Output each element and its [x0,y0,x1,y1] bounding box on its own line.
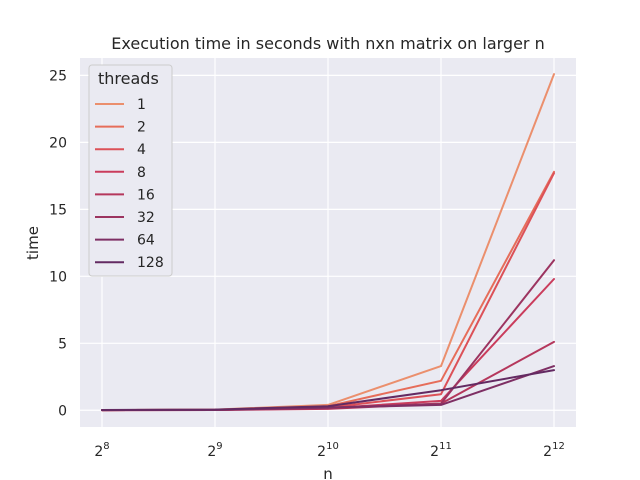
y-tick-label: 10 [49,269,67,285]
legend-label-8: 8 [137,165,146,181]
y-tick-label: 25 [49,68,67,84]
x-tick-label: 210 [317,441,339,460]
y-tick-label: 0 [58,403,67,419]
x-tick-base: 2 [543,444,552,460]
x-tick-exponent: 9 [216,441,222,452]
x-tick-exponent: 8 [103,441,109,452]
x-tick-base: 2 [207,444,216,460]
y-tick-label: 15 [49,202,67,218]
legend-label-64: 64 [137,233,155,249]
legend-title: threads [98,69,159,88]
legend-label-4: 4 [137,142,146,158]
legend-label-16: 16 [137,187,155,203]
y-tick-label: 5 [58,336,67,352]
legend-items: 1 2 4 8 16 32 64 128 [95,97,164,271]
x-tick-labels: 28 29 210 211 212 [94,441,564,460]
legend: threads 1 2 4 8 16 32 64 128 [88,64,173,277]
legend-label-128: 128 [137,255,164,271]
x-tick-label: 212 [543,441,565,460]
chart-title: Execution time in seconds with nxn matri… [111,34,544,53]
x-tick-label: 28 [94,441,109,460]
x-tick-base: 2 [94,444,103,460]
x-tick-label: 29 [207,441,222,460]
legend-label-32: 32 [137,210,155,226]
legend-label-2: 2 [137,120,146,136]
x-tick-base: 2 [430,444,439,460]
x-axis-label: n [323,465,333,480]
y-axis-label: time [24,226,42,260]
series-lines [101,73,555,412]
x-tick-exponent: 11 [439,441,452,452]
x-tick-exponent: 12 [552,441,565,452]
series-line-128 [101,369,555,411]
legend-label-1: 1 [137,97,146,113]
legend-box [88,64,173,277]
y-tick-label: 20 [49,135,67,151]
x-tick-label: 211 [430,441,452,460]
x-tick-base: 2 [317,444,326,460]
y-tick-labels: 0 5 10 15 20 25 [49,68,67,419]
x-tick-exponent: 10 [326,441,339,452]
